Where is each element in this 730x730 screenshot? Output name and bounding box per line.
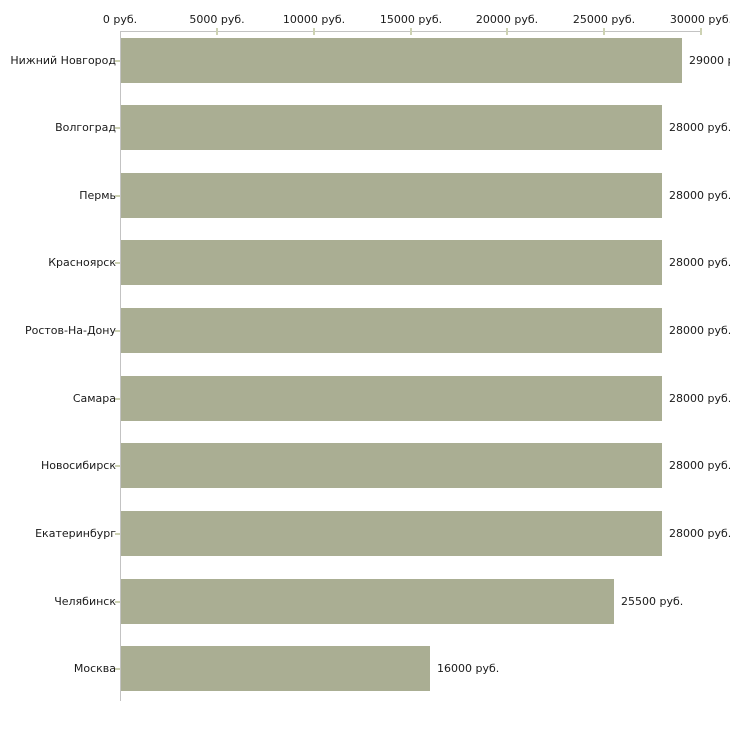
- bar-9: [121, 579, 614, 624]
- x-axis-tick-mark: [603, 28, 605, 35]
- value-label: 28000 руб.: [669, 255, 730, 269]
- value-label: 28000 руб.: [669, 323, 730, 337]
- category-tick-mark: [115, 600, 120, 603]
- category-tick-mark: [115, 59, 120, 62]
- category-label: Пермь: [79, 188, 116, 202]
- bar-8: [121, 511, 662, 556]
- bar-2: [121, 105, 662, 150]
- value-label: 29000 руб.: [689, 53, 730, 67]
- x-axis-tick-mark: [506, 28, 508, 35]
- x-axis-tick-label: 25000 руб.: [572, 13, 636, 26]
- value-label: 28000 руб.: [669, 120, 730, 134]
- x-axis-tick-label: 30000 руб.: [669, 13, 730, 26]
- category-tick-mark: [115, 464, 120, 467]
- x-axis-tick-label: 10000 руб.: [282, 13, 346, 26]
- category-label: Нижний Новгород: [10, 53, 116, 67]
- bar-3: [121, 173, 662, 218]
- value-label: 28000 руб.: [669, 391, 730, 405]
- category-tick-mark: [115, 194, 120, 197]
- bar-6: [121, 376, 662, 421]
- category-label: Самара: [72, 391, 116, 405]
- category-label: Челябинск: [54, 594, 116, 608]
- category-label: Новосибирск: [40, 458, 116, 472]
- value-label: 28000 руб.: [669, 458, 730, 472]
- value-label: 25500 руб.: [621, 594, 684, 608]
- x-axis-tick-label: 15000 руб.: [379, 13, 443, 26]
- y-axis-line: [120, 31, 121, 701]
- x-axis-tick-mark: [216, 28, 218, 35]
- x-axis-tick-mark: [410, 28, 412, 35]
- value-label: 28000 руб.: [669, 188, 730, 202]
- category-label: Екатеринбург: [35, 526, 116, 540]
- x-axis-tick-mark: [700, 28, 702, 35]
- category-tick-mark: [115, 397, 120, 400]
- category-tick-mark: [115, 261, 120, 264]
- category-tick-mark: [115, 126, 120, 129]
- x-axis-tick-mark: [313, 28, 315, 35]
- bar-4: [121, 240, 662, 285]
- bar-7: [121, 443, 662, 488]
- x-axis-tick-label: 20000 руб.: [475, 13, 539, 26]
- category-tick-mark: [115, 667, 120, 670]
- category-tick-mark: [115, 532, 120, 535]
- value-label: 28000 руб.: [669, 526, 730, 540]
- bar-5: [121, 308, 662, 353]
- bar-1: [121, 38, 682, 83]
- x-axis-tick-label: 0 руб.: [102, 13, 138, 26]
- category-label: Ростов-На-Дону: [24, 323, 116, 337]
- category-label: Москва: [73, 661, 116, 675]
- category-label: Волгоград: [55, 120, 116, 134]
- category-tick-mark: [115, 329, 120, 332]
- category-label: Красноярск: [48, 255, 116, 269]
- value-label: 16000 руб.: [437, 661, 500, 675]
- x-axis-tick-label: 5000 руб.: [189, 13, 245, 26]
- bar-10: [121, 646, 430, 691]
